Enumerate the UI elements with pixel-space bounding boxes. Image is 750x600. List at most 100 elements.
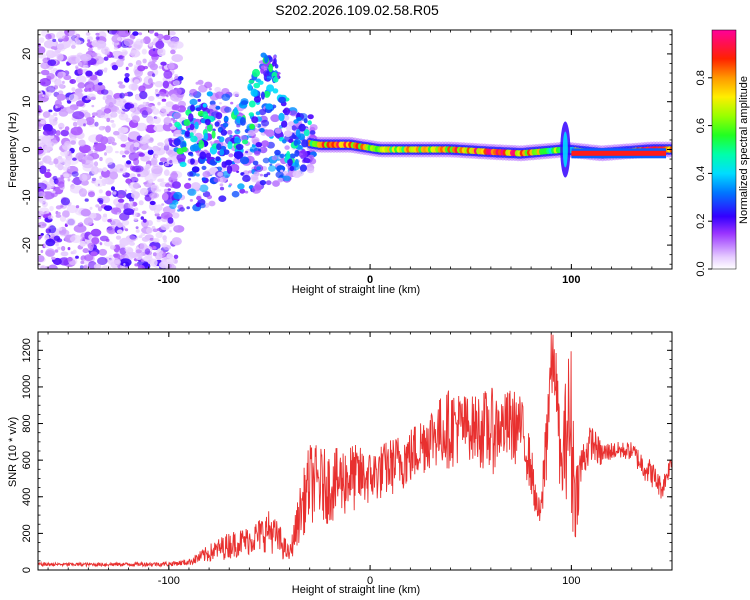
noise-blob [101, 265, 112, 269]
noise-blob [93, 263, 102, 269]
noise-blob [53, 235, 61, 241]
noise-blob [149, 192, 160, 199]
noise-blob [173, 191, 183, 200]
noise-blob [103, 56, 109, 61]
noise-blob [128, 103, 135, 109]
noise-blob [75, 66, 79, 70]
noise-blob [42, 130, 51, 136]
noise-blob [104, 50, 110, 56]
ridge-core [194, 121, 199, 130]
snr-y-axis-label: SNR (10 * v/v) [7, 417, 19, 487]
ridge-core [199, 151, 207, 160]
noise-blob [95, 32, 100, 36]
ridge-core [174, 121, 181, 128]
noise-blob [39, 165, 47, 174]
noise-blob [161, 98, 167, 102]
noise-blob [135, 229, 140, 233]
ridge-spike [562, 131, 568, 168]
y-tick-label: 0 [21, 567, 33, 573]
noise-blob [68, 30, 77, 38]
noise-blob [160, 224, 170, 231]
ridge-core [215, 112, 223, 120]
noise-blob [121, 265, 126, 269]
noise-blob [121, 111, 126, 115]
noise-blob [60, 129, 69, 137]
spectrogram-noise-field [38, 30, 318, 269]
noise-blob [252, 160, 259, 166]
y-tick-label: 1000 [21, 375, 33, 399]
noise-blob [85, 116, 95, 126]
noise-blob [168, 31, 176, 36]
spectrogram-x-axis-label: Height of straight line (km) [292, 284, 420, 296]
noise-blob [172, 212, 180, 219]
noise-blob [107, 227, 114, 233]
noise-blob [155, 40, 165, 50]
noise-blob [48, 109, 53, 113]
noise-blob [154, 81, 164, 88]
noise-blob [125, 66, 129, 71]
noise-blob [69, 79, 76, 84]
noise-blob [72, 157, 77, 161]
noise-blob [75, 56, 81, 64]
ridge-band-strong-core [571, 150, 666, 156]
noise-blob [38, 213, 41, 217]
noise-blob [157, 248, 161, 252]
noise-blob [113, 253, 119, 258]
noise-blob [140, 136, 148, 145]
noise-blob [184, 182, 192, 189]
noise-blob [38, 221, 47, 229]
y-tick-label: 0 [21, 146, 33, 152]
ridge-core [247, 83, 253, 91]
noise-blob [274, 149, 281, 156]
noise-blob [164, 163, 170, 167]
noise-blob [47, 215, 54, 220]
noise-blob [191, 182, 201, 191]
noise-blob [137, 65, 146, 72]
ridge-core [216, 143, 222, 151]
noise-blob [277, 177, 284, 183]
ridge-core [289, 153, 296, 159]
noise-blob [151, 105, 156, 110]
noise-blob [105, 145, 113, 154]
noise-blob [56, 53, 64, 62]
ridge-core [221, 161, 227, 168]
noise-blob [170, 37, 180, 45]
noise-blob [150, 184, 159, 193]
noise-blob [50, 233, 55, 238]
noise-blob [138, 235, 143, 239]
colorbar: 0.0 0.2 0.4 0.6 0.8 Normalized spectral ampl… [695, 29, 750, 277]
noise-blob [113, 46, 118, 50]
noise-blob [180, 129, 187, 135]
noise-blob [94, 179, 104, 188]
ridge-core [239, 117, 246, 126]
noise-blob [259, 128, 265, 133]
ridge-core [192, 143, 200, 152]
colorbar-ticks: 0.0 0.2 0.4 0.6 0.8 [695, 70, 712, 277]
noise-blob [110, 111, 118, 118]
noise-blob [61, 246, 65, 251]
ridge-core [190, 158, 195, 165]
noise-blob [98, 189, 103, 194]
noise-blob [50, 46, 57, 50]
noise-blob [265, 129, 275, 137]
noise-blob [97, 257, 108, 265]
noise-blob [191, 166, 200, 173]
noise-blob [47, 59, 57, 66]
noise-blob [39, 207, 50, 215]
noise-blob [270, 114, 280, 123]
noise-blob [77, 82, 85, 89]
noise-blob [64, 126, 70, 131]
noise-blob [248, 170, 253, 174]
noise-blob [66, 62, 70, 66]
noise-blob [129, 200, 134, 205]
noise-blob [58, 181, 65, 188]
noise-blob [159, 157, 168, 163]
ridge-core [203, 132, 208, 141]
noise-blob [138, 152, 145, 157]
noise-blob [165, 149, 173, 155]
noise-blob [115, 150, 119, 154]
ridge-core [235, 143, 244, 151]
noise-blob [111, 207, 122, 215]
figure-title: S202.2026.109.02.58.R05 [275, 2, 439, 18]
noise-blob [219, 183, 224, 187]
